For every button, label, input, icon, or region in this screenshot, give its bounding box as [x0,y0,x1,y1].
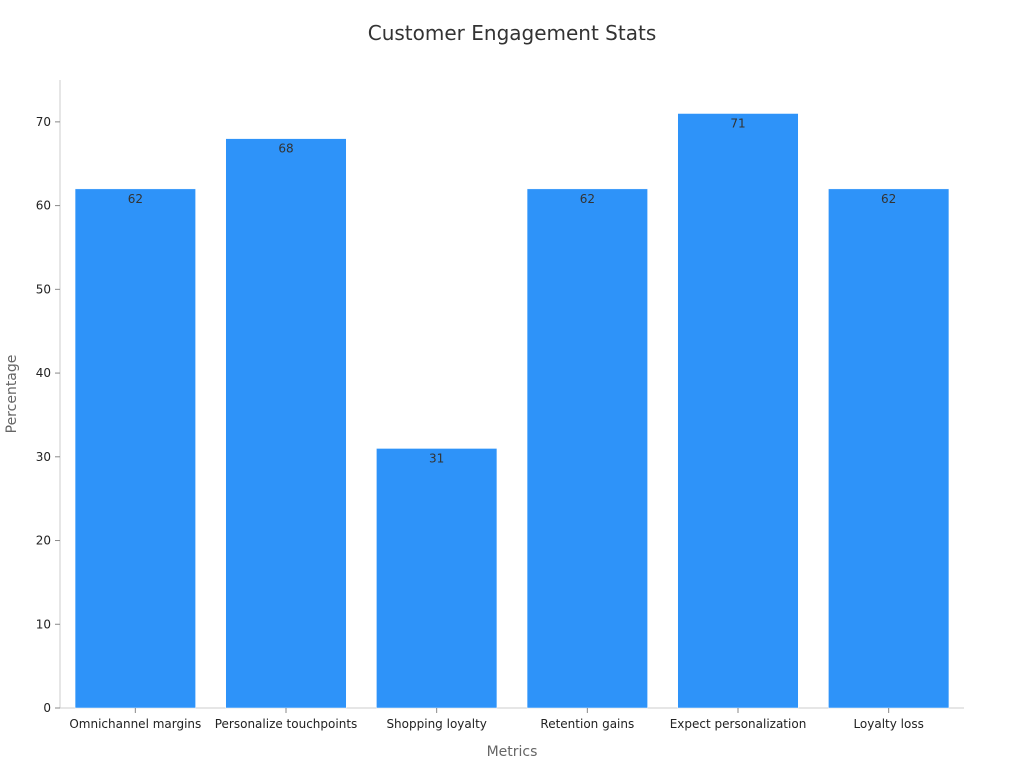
x-tick-label: Loyalty loss [853,717,923,731]
y-tick-label: 60 [36,199,51,213]
x-axis-ticks: Omnichannel margins Personalize touchpoin… [69,708,924,731]
y-axis-ticks: 0 10 20 30 40 50 60 70 [36,115,60,715]
bar [526,188,648,709]
y-tick-label: 50 [36,282,51,296]
x-tick-label: Expect personalization [670,717,807,731]
bar-value-label: 62 [881,192,896,206]
bars-group: 62 68 31 62 71 62 [74,113,950,709]
x-tick-label: Shopping loyalty [386,717,486,731]
y-tick-label: 0 [43,701,51,715]
bar [225,138,347,709]
bar [74,188,196,709]
bar [376,448,498,709]
x-axis-title: Metrics [487,744,538,760]
y-tick-label: 10 [36,617,51,631]
y-tick-label: 40 [36,366,51,380]
y-tick-label: 70 [36,115,51,129]
y-axis-title: Percentage [4,355,20,434]
chart-title: Customer Engagement Stats [368,21,657,45]
x-tick-label: Retention gains [540,717,634,731]
bar-value-label: 31 [429,451,444,465]
bar [677,113,799,709]
x-tick-label: Personalize touchpoints [215,717,358,731]
y-tick-label: 20 [36,534,51,548]
bar-value-label: 68 [278,142,293,156]
bar-value-label: 71 [730,116,745,130]
bar-value-label: 62 [580,192,595,206]
bar [828,188,950,709]
bar-value-label: 62 [128,192,143,206]
x-tick-label: Omnichannel margins [69,717,201,731]
y-tick-label: 30 [36,450,51,464]
